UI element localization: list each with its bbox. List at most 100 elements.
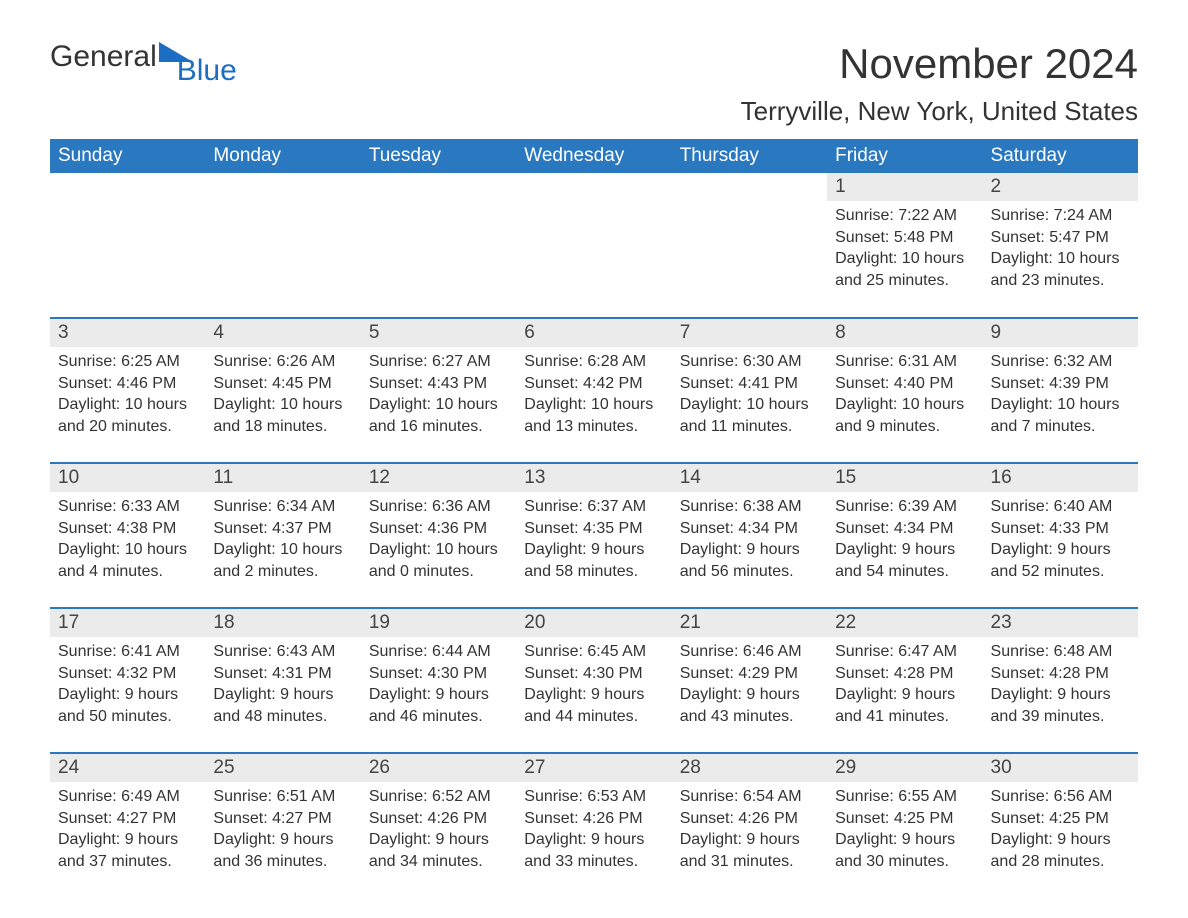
calendar-cell: [361, 173, 516, 318]
day-number: 3: [50, 319, 205, 347]
day-number: 30: [983, 754, 1138, 782]
day-number: 17: [50, 609, 205, 637]
calendar-cell: 4Sunrise: 6:26 AMSunset: 4:45 PMDaylight…: [205, 318, 360, 463]
calendar-table: SundayMondayTuesdayWednesdayThursdayFrid…: [50, 139, 1138, 898]
day-info: Sunrise: 6:56 AMSunset: 4:25 PMDaylight:…: [983, 782, 1138, 874]
day-info: Sunrise: 6:46 AMSunset: 4:29 PMDaylight:…: [672, 637, 827, 729]
day-number: 5: [361, 319, 516, 347]
calendar-cell: 17Sunrise: 6:41 AMSunset: 4:32 PMDayligh…: [50, 608, 205, 753]
day-number: 4: [205, 319, 360, 347]
day-info: Sunrise: 6:41 AMSunset: 4:32 PMDaylight:…: [50, 637, 205, 729]
calendar-cell: 1Sunrise: 7:22 AMSunset: 5:48 PMDaylight…: [827, 173, 982, 318]
calendar-cell: 24Sunrise: 6:49 AMSunset: 4:27 PMDayligh…: [50, 753, 205, 898]
day-info: Sunrise: 6:31 AMSunset: 4:40 PMDaylight:…: [827, 347, 982, 439]
calendar-cell: 14Sunrise: 6:38 AMSunset: 4:34 PMDayligh…: [672, 463, 827, 608]
day-info: Sunrise: 6:37 AMSunset: 4:35 PMDaylight:…: [516, 492, 671, 584]
day-header: Friday: [827, 139, 982, 173]
calendar-cell: 10Sunrise: 6:33 AMSunset: 4:38 PMDayligh…: [50, 463, 205, 608]
day-info: Sunrise: 6:40 AMSunset: 4:33 PMDaylight:…: [983, 492, 1138, 584]
logo-text-blue: Blue: [177, 54, 237, 88]
calendar-cell: 22Sunrise: 6:47 AMSunset: 4:28 PMDayligh…: [827, 608, 982, 753]
logo-text-general: General: [50, 40, 157, 74]
calendar-cell: 18Sunrise: 6:43 AMSunset: 4:31 PMDayligh…: [205, 608, 360, 753]
day-number: 23: [983, 609, 1138, 637]
day-info: Sunrise: 6:36 AMSunset: 4:36 PMDaylight:…: [361, 492, 516, 584]
calendar-cell: 28Sunrise: 6:54 AMSunset: 4:26 PMDayligh…: [672, 753, 827, 898]
day-number: 20: [516, 609, 671, 637]
calendar-cell: 15Sunrise: 6:39 AMSunset: 4:34 PMDayligh…: [827, 463, 982, 608]
day-info: Sunrise: 6:43 AMSunset: 4:31 PMDaylight:…: [205, 637, 360, 729]
day-info: Sunrise: 6:52 AMSunset: 4:26 PMDaylight:…: [361, 782, 516, 874]
day-number: 2: [983, 173, 1138, 201]
calendar-cell: [672, 173, 827, 318]
day-info: Sunrise: 6:54 AMSunset: 4:26 PMDaylight:…: [672, 782, 827, 874]
day-info: Sunrise: 6:38 AMSunset: 4:34 PMDaylight:…: [672, 492, 827, 584]
calendar-cell: 2Sunrise: 7:24 AMSunset: 5:47 PMDaylight…: [983, 173, 1138, 318]
calendar-week: 1Sunrise: 7:22 AMSunset: 5:48 PMDaylight…: [50, 173, 1138, 318]
day-number: 26: [361, 754, 516, 782]
calendar-cell: 11Sunrise: 6:34 AMSunset: 4:37 PMDayligh…: [205, 463, 360, 608]
calendar-cell: 29Sunrise: 6:55 AMSunset: 4:25 PMDayligh…: [827, 753, 982, 898]
calendar-cell: 13Sunrise: 6:37 AMSunset: 4:35 PMDayligh…: [516, 463, 671, 608]
day-info: Sunrise: 6:25 AMSunset: 4:46 PMDaylight:…: [50, 347, 205, 439]
calendar-cell: 25Sunrise: 6:51 AMSunset: 4:27 PMDayligh…: [205, 753, 360, 898]
day-number: 22: [827, 609, 982, 637]
day-number: 7: [672, 319, 827, 347]
calendar-cell: [516, 173, 671, 318]
day-info: Sunrise: 6:47 AMSunset: 4:28 PMDaylight:…: [827, 637, 982, 729]
calendar-header: SundayMondayTuesdayWednesdayThursdayFrid…: [50, 139, 1138, 173]
day-header: Wednesday: [516, 139, 671, 173]
day-info: Sunrise: 6:49 AMSunset: 4:27 PMDaylight:…: [50, 782, 205, 874]
calendar-cell: 16Sunrise: 6:40 AMSunset: 4:33 PMDayligh…: [983, 463, 1138, 608]
day-number: 27: [516, 754, 671, 782]
calendar-body: 1Sunrise: 7:22 AMSunset: 5:48 PMDaylight…: [50, 173, 1138, 898]
day-header: Thursday: [672, 139, 827, 173]
day-info: Sunrise: 6:28 AMSunset: 4:42 PMDaylight:…: [516, 347, 671, 439]
calendar-cell: 12Sunrise: 6:36 AMSunset: 4:36 PMDayligh…: [361, 463, 516, 608]
day-number: 29: [827, 754, 982, 782]
day-info: Sunrise: 7:24 AMSunset: 5:47 PMDaylight:…: [983, 201, 1138, 293]
day-number: 9: [983, 319, 1138, 347]
calendar-cell: [205, 173, 360, 318]
day-number: 12: [361, 464, 516, 492]
day-number: 18: [205, 609, 360, 637]
day-info: Sunrise: 7:22 AMSunset: 5:48 PMDaylight:…: [827, 201, 982, 293]
day-number: 28: [672, 754, 827, 782]
calendar-cell: [50, 173, 205, 318]
day-number: 10: [50, 464, 205, 492]
calendar-cell: 6Sunrise: 6:28 AMSunset: 4:42 PMDaylight…: [516, 318, 671, 463]
day-header: Sunday: [50, 139, 205, 173]
calendar-cell: 19Sunrise: 6:44 AMSunset: 4:30 PMDayligh…: [361, 608, 516, 753]
calendar-week: 17Sunrise: 6:41 AMSunset: 4:32 PMDayligh…: [50, 608, 1138, 753]
calendar-cell: 8Sunrise: 6:31 AMSunset: 4:40 PMDaylight…: [827, 318, 982, 463]
day-info: Sunrise: 6:48 AMSunset: 4:28 PMDaylight:…: [983, 637, 1138, 729]
calendar-cell: 9Sunrise: 6:32 AMSunset: 4:39 PMDaylight…: [983, 318, 1138, 463]
calendar-cell: 20Sunrise: 6:45 AMSunset: 4:30 PMDayligh…: [516, 608, 671, 753]
header: General Blue November 2024: [50, 40, 1138, 88]
calendar-cell: 5Sunrise: 6:27 AMSunset: 4:43 PMDaylight…: [361, 318, 516, 463]
calendar-cell: 3Sunrise: 6:25 AMSunset: 4:46 PMDaylight…: [50, 318, 205, 463]
day-info: Sunrise: 6:53 AMSunset: 4:26 PMDaylight:…: [516, 782, 671, 874]
day-info: Sunrise: 6:27 AMSunset: 4:43 PMDaylight:…: [361, 347, 516, 439]
logo: General Blue: [50, 40, 255, 74]
day-number: 25: [205, 754, 360, 782]
day-number: 24: [50, 754, 205, 782]
calendar-cell: 21Sunrise: 6:46 AMSunset: 4:29 PMDayligh…: [672, 608, 827, 753]
calendar-week: 24Sunrise: 6:49 AMSunset: 4:27 PMDayligh…: [50, 753, 1138, 898]
day-number: 1: [827, 173, 982, 201]
day-number: 19: [361, 609, 516, 637]
day-info: Sunrise: 6:30 AMSunset: 4:41 PMDaylight:…: [672, 347, 827, 439]
day-number: 8: [827, 319, 982, 347]
day-header: Saturday: [983, 139, 1138, 173]
location-text: Terryville, New York, United States: [50, 96, 1138, 127]
day-number: 13: [516, 464, 671, 492]
day-info: Sunrise: 6:33 AMSunset: 4:38 PMDaylight:…: [50, 492, 205, 584]
day-header: Tuesday: [361, 139, 516, 173]
calendar-week: 10Sunrise: 6:33 AMSunset: 4:38 PMDayligh…: [50, 463, 1138, 608]
calendar-cell: 7Sunrise: 6:30 AMSunset: 4:41 PMDaylight…: [672, 318, 827, 463]
calendar-cell: 27Sunrise: 6:53 AMSunset: 4:26 PMDayligh…: [516, 753, 671, 898]
day-info: Sunrise: 6:32 AMSunset: 4:39 PMDaylight:…: [983, 347, 1138, 439]
calendar-cell: 26Sunrise: 6:52 AMSunset: 4:26 PMDayligh…: [361, 753, 516, 898]
day-number: 14: [672, 464, 827, 492]
day-number: 16: [983, 464, 1138, 492]
